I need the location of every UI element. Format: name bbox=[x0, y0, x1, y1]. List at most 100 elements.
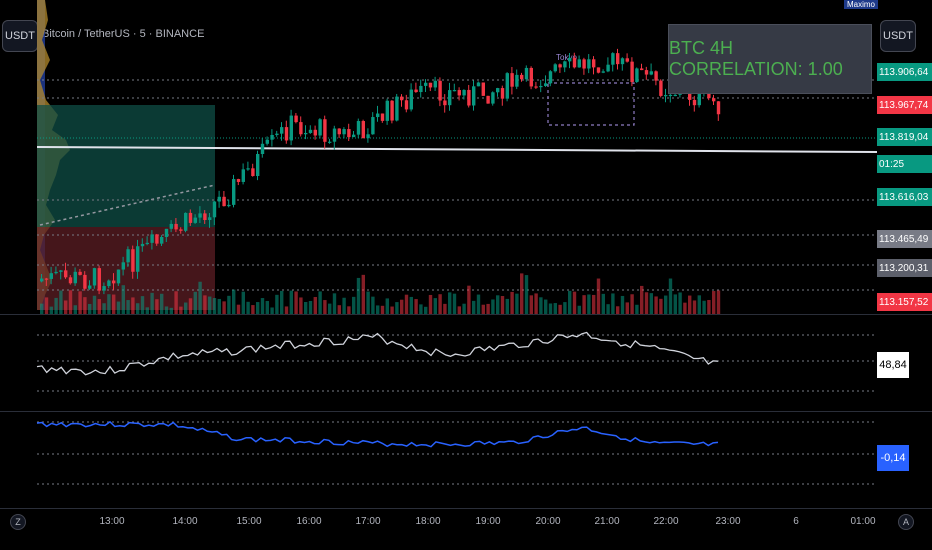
candle[interactable] bbox=[476, 82, 481, 87]
candle[interactable] bbox=[448, 90, 452, 106]
candle[interactable] bbox=[577, 59, 581, 68]
candle[interactable] bbox=[649, 71, 653, 75]
support-line[interactable] bbox=[36, 146, 877, 153]
candle[interactable] bbox=[467, 89, 471, 106]
candle[interactable] bbox=[59, 270, 63, 272]
candle[interactable] bbox=[404, 100, 409, 110]
candle[interactable] bbox=[68, 277, 73, 284]
candle[interactable] bbox=[44, 278, 49, 280]
candle[interactable] bbox=[452, 90, 457, 92]
candle[interactable] bbox=[140, 243, 145, 247]
candle[interactable] bbox=[692, 99, 697, 106]
candle[interactable] bbox=[635, 68, 639, 83]
candle[interactable] bbox=[179, 229, 183, 231]
candle[interactable] bbox=[539, 85, 543, 88]
candle[interactable] bbox=[299, 122, 303, 135]
candle[interactable] bbox=[332, 128, 337, 142]
candle[interactable] bbox=[568, 57, 572, 62]
candle[interactable] bbox=[563, 61, 567, 68]
candle[interactable] bbox=[92, 268, 97, 286]
candle[interactable] bbox=[352, 134, 356, 138]
candle[interactable] bbox=[491, 92, 495, 104]
candle[interactable] bbox=[424, 82, 428, 86]
candle[interactable] bbox=[174, 223, 178, 230]
candle[interactable] bbox=[289, 115, 293, 141]
candle[interactable] bbox=[481, 82, 485, 96]
candle[interactable] bbox=[433, 80, 437, 88]
candle[interactable] bbox=[126, 249, 130, 263]
candle[interactable] bbox=[400, 96, 404, 101]
candle[interactable] bbox=[78, 271, 82, 275]
candle[interactable] bbox=[443, 100, 447, 106]
timezone-button[interactable]: Z bbox=[10, 514, 26, 530]
candle[interactable] bbox=[587, 59, 591, 69]
candle[interactable] bbox=[150, 234, 154, 243]
candle[interactable] bbox=[534, 86, 538, 88]
candle[interactable] bbox=[260, 143, 265, 155]
candle[interactable] bbox=[136, 246, 140, 272]
candle[interactable] bbox=[606, 64, 610, 72]
candle[interactable] bbox=[548, 71, 553, 84]
auto-scale-button[interactable]: A bbox=[898, 514, 914, 530]
candle[interactable] bbox=[515, 74, 519, 87]
candle[interactable] bbox=[304, 132, 308, 135]
candle[interactable] bbox=[395, 96, 399, 121]
candle[interactable] bbox=[97, 268, 101, 291]
candle[interactable] bbox=[524, 67, 529, 80]
pane-separator[interactable] bbox=[0, 411, 932, 412]
candle[interactable] bbox=[270, 134, 274, 140]
candle[interactable] bbox=[596, 67, 601, 73]
candle[interactable] bbox=[553, 64, 557, 72]
candle[interactable] bbox=[520, 74, 524, 80]
candle[interactable] bbox=[155, 234, 159, 244]
candle[interactable] bbox=[49, 273, 53, 279]
candle[interactable] bbox=[376, 113, 380, 118]
candle[interactable] bbox=[164, 228, 169, 238]
pane-separator[interactable] bbox=[0, 314, 932, 315]
candle[interactable] bbox=[673, 94, 677, 97]
candle[interactable] bbox=[558, 64, 562, 68]
candle[interactable] bbox=[472, 86, 476, 106]
candle[interactable] bbox=[572, 57, 577, 68]
candle[interactable] bbox=[380, 113, 385, 121]
candle[interactable] bbox=[529, 67, 533, 87]
candle[interactable] bbox=[664, 95, 668, 97]
candle[interactable] bbox=[582, 59, 586, 69]
candle[interactable] bbox=[356, 121, 361, 135]
candle[interactable] bbox=[505, 73, 509, 99]
candle[interactable] bbox=[486, 95, 490, 104]
candle[interactable] bbox=[203, 213, 207, 220]
candle[interactable] bbox=[328, 141, 332, 143]
candle[interactable] bbox=[716, 101, 721, 115]
candle[interactable] bbox=[644, 70, 649, 75]
candle[interactable] bbox=[217, 196, 221, 202]
candle[interactable] bbox=[116, 269, 121, 284]
candle[interactable] bbox=[313, 129, 317, 136]
candle[interactable] bbox=[496, 88, 500, 93]
candle[interactable] bbox=[188, 212, 193, 223]
candle[interactable] bbox=[241, 169, 245, 182]
candle[interactable] bbox=[184, 212, 188, 231]
currency-button-left[interactable]: USDT bbox=[2, 20, 38, 52]
candle[interactable] bbox=[438, 80, 442, 101]
candle[interactable] bbox=[510, 73, 514, 87]
candle[interactable] bbox=[246, 168, 250, 170]
candle[interactable] bbox=[347, 129, 351, 138]
candle[interactable] bbox=[294, 115, 298, 123]
candle[interactable] bbox=[630, 61, 634, 83]
candle[interactable] bbox=[640, 68, 644, 71]
candle[interactable] bbox=[659, 80, 663, 96]
candle[interactable] bbox=[390, 100, 394, 121]
candle[interactable] bbox=[232, 179, 236, 205]
candle[interactable] bbox=[275, 133, 279, 135]
candle[interactable] bbox=[236, 179, 241, 182]
candle[interactable] bbox=[284, 127, 289, 141]
candle[interactable] bbox=[668, 94, 673, 97]
chart-canvas[interactable]: Tokyo bbox=[0, 0, 877, 510]
candle[interactable] bbox=[654, 71, 658, 81]
candle[interactable] bbox=[592, 59, 596, 68]
candle[interactable] bbox=[131, 249, 135, 272]
candle[interactable] bbox=[611, 53, 615, 65]
candle[interactable] bbox=[193, 217, 197, 223]
candle[interactable] bbox=[198, 213, 202, 218]
